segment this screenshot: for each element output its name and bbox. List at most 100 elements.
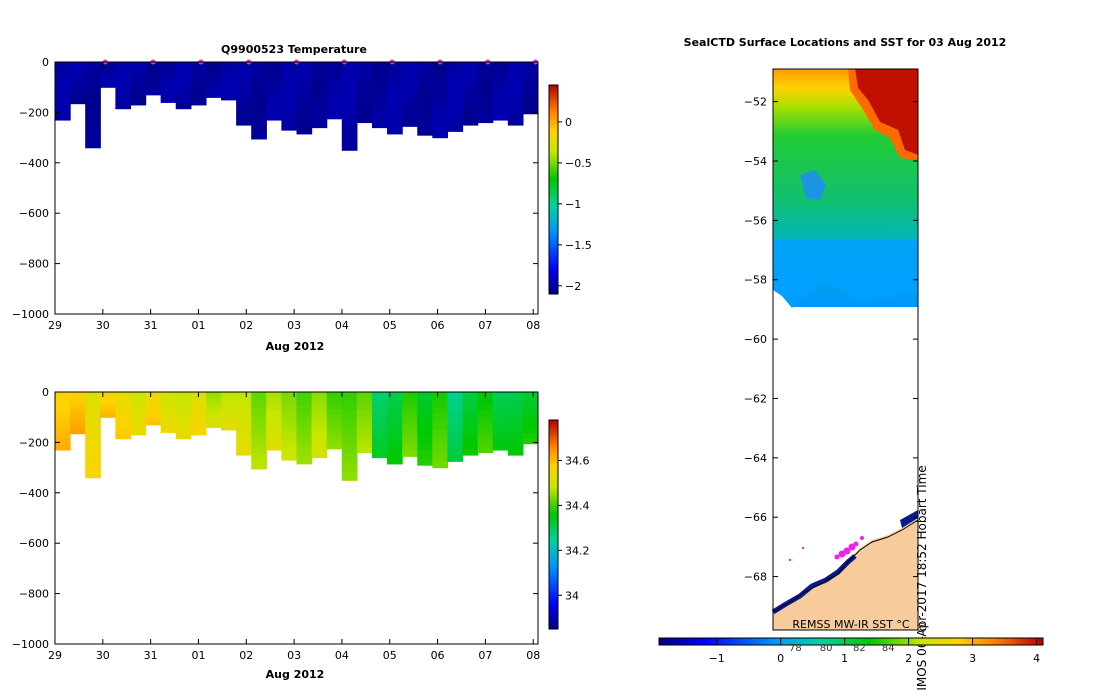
data-cell — [341, 106, 358, 116]
data-cell — [326, 443, 343, 450]
data-cell — [462, 398, 479, 406]
data-cell — [356, 98, 373, 105]
data-cell — [175, 66, 192, 72]
data-cell — [115, 429, 132, 435]
data-cell — [55, 444, 71, 451]
data-cell — [341, 409, 358, 420]
data-cell — [100, 409, 116, 413]
x-tick-label: 04 — [335, 649, 349, 662]
x-tick-label: 02 — [239, 319, 253, 332]
data-cell — [236, 118, 252, 126]
data-cell — [492, 73, 509, 80]
data-cell — [447, 412, 464, 421]
data-cell — [477, 92, 494, 99]
data-cell — [356, 392, 373, 399]
data-cell — [221, 92, 237, 97]
data-cell — [462, 404, 479, 412]
data-cell — [507, 392, 524, 399]
data-cell — [432, 407, 449, 416]
data-cell — [266, 403, 282, 410]
data-cell — [70, 400, 86, 406]
data-cell — [387, 90, 403, 99]
data-cell — [130, 396, 147, 402]
data-cell — [432, 77, 449, 86]
data-cell — [115, 415, 132, 421]
data-cell — [175, 392, 192, 398]
data-cell — [175, 80, 192, 86]
data-cell — [251, 415, 267, 424]
data-cell — [281, 405, 298, 414]
data-cell — [190, 83, 207, 89]
data-cell — [326, 403, 343, 410]
data-cell — [447, 96, 464, 105]
data-cell — [100, 394, 116, 398]
data-cell — [55, 79, 71, 86]
data-cell — [130, 79, 147, 85]
data-cell — [115, 75, 132, 82]
data-cell — [311, 398, 328, 406]
data-cell — [205, 62, 222, 67]
data-cell — [296, 456, 313, 465]
data-cell — [130, 426, 147, 432]
data-cell — [341, 444, 358, 455]
data-cell — [70, 408, 86, 414]
data-cell — [236, 417, 252, 425]
data-cell — [477, 98, 494, 105]
data-cell — [432, 414, 449, 423]
data-cell — [160, 70, 177, 75]
data-cell — [251, 461, 267, 470]
copyright-symbol: © — [916, 621, 928, 635]
data-cell — [402, 392, 418, 400]
data-cell — [387, 69, 403, 77]
data-cell — [221, 73, 237, 78]
data-cell — [477, 440, 494, 448]
data-cell — [145, 75, 162, 79]
data-cell — [326, 437, 343, 444]
data-cell — [100, 399, 116, 403]
colorbar-tick-label: 0 — [565, 116, 572, 129]
data-cell — [130, 421, 147, 427]
data-cell — [371, 431, 388, 439]
data-cell — [130, 66, 147, 72]
data-cell — [236, 87, 252, 95]
data-cell — [492, 79, 509, 86]
data-cell — [221, 407, 237, 412]
data-cell — [115, 89, 132, 96]
data-cell — [356, 422, 373, 429]
data-cell — [371, 392, 388, 400]
data-cell — [130, 91, 147, 97]
data-cell — [100, 64, 116, 68]
temperature-cells — [55, 62, 538, 151]
y-tick-label: −200 — [19, 106, 49, 119]
seal-track — [788, 536, 864, 562]
data-cell — [145, 395, 162, 400]
data-cell — [356, 86, 373, 93]
data-cell — [160, 74, 177, 79]
colorbar-tick-label: 34.2 — [565, 544, 590, 557]
sst-tick-label: 4 — [1033, 652, 1040, 665]
data-cell — [417, 127, 433, 136]
sst-source-label: REMSS MW-IR SST °C — [792, 618, 910, 631]
data-cell — [371, 88, 388, 96]
data-cell — [387, 83, 403, 92]
data-cell — [492, 420, 509, 428]
data-cell — [432, 62, 449, 71]
data-cell — [55, 438, 71, 445]
data-cell — [190, 66, 207, 72]
temperature-colorbar-ticks: 0 −0.5 −1 −1.5 −2 — [558, 116, 592, 293]
data-cell — [462, 442, 479, 450]
data-cell — [417, 421, 433, 430]
data-cell — [507, 68, 524, 76]
data-cell — [371, 411, 388, 419]
data-cell — [85, 79, 101, 89]
data-cell — [477, 86, 494, 93]
sst-ice-edge-band — [773, 240, 918, 308]
data-cell — [326, 67, 343, 74]
data-cell — [387, 62, 403, 70]
x-tick-label: 06 — [431, 319, 445, 332]
temperature-colorbar — [548, 84, 559, 295]
data-cell — [190, 87, 207, 93]
data-cell — [402, 74, 418, 82]
data-cell — [462, 99, 479, 107]
data-cell — [477, 434, 494, 441]
